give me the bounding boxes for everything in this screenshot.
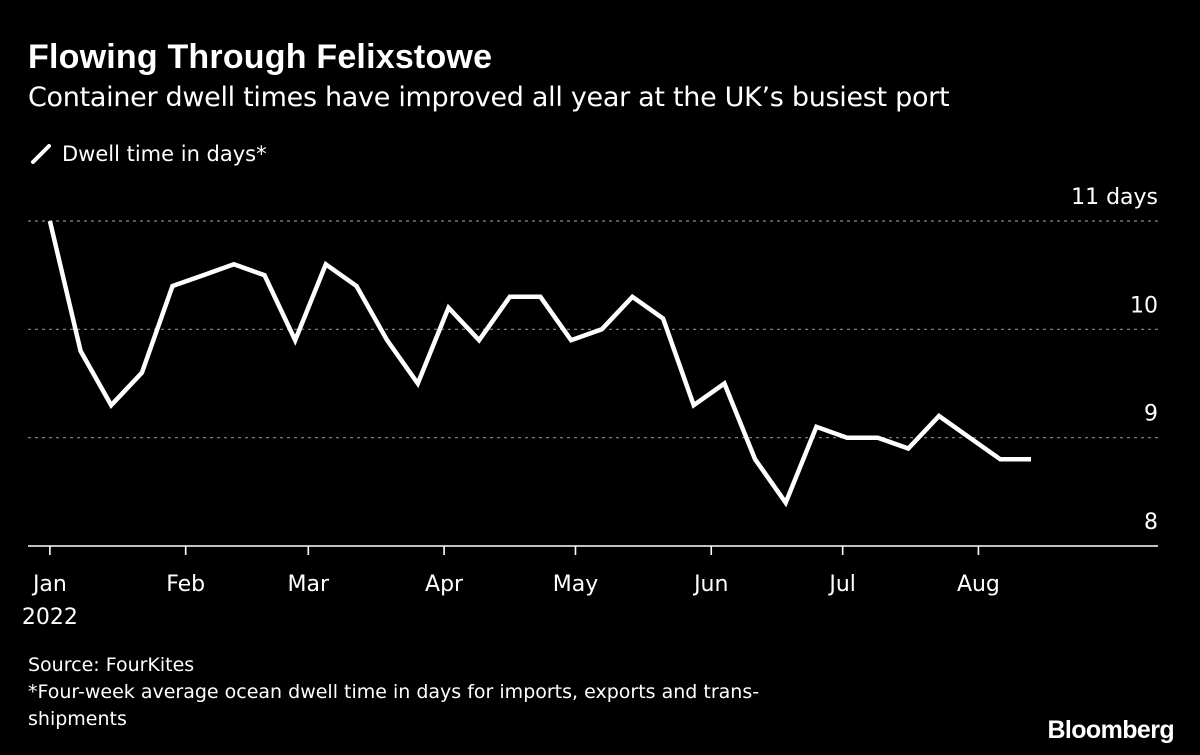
x-tick-label-jan: Jan bbox=[31, 572, 67, 597]
x-tick-label-jun: Jun bbox=[692, 572, 728, 597]
y-tick-label-9: 9 bbox=[1144, 402, 1158, 427]
line-swatch-icon bbox=[31, 144, 51, 164]
legend: Dwell time in days* bbox=[30, 142, 267, 166]
x-tick-label-apr: Apr bbox=[425, 572, 464, 597]
chart-footer: Source: FourKites *Four-week average oce… bbox=[28, 652, 759, 733]
x-tick-label-jul: Jul bbox=[827, 572, 856, 597]
source-note: Source: FourKites bbox=[28, 654, 195, 676]
x-tick-label-mar: Mar bbox=[288, 572, 330, 597]
x-tick-label-may: May bbox=[553, 572, 598, 597]
y-tick-label-8: 8 bbox=[1144, 510, 1158, 535]
x-tick-sublabel-year: 2022 bbox=[22, 605, 78, 630]
y-tick-label-10: 10 bbox=[1130, 293, 1158, 318]
y-tick-label-11: 11 days bbox=[1071, 185, 1158, 210]
chart-subtitle: Container dwell times have improved all … bbox=[28, 82, 950, 113]
footnote-line-1: *Four-week average ocean dwell time in d… bbox=[28, 681, 760, 703]
chart-title: Flowing Through Felixstowe bbox=[28, 38, 493, 76]
bloomberg-logo: Bloomberg bbox=[1047, 716, 1174, 744]
line-chart: 11 days 10 9 8 Jan 2022 Feb Mar Apr May Jun Jul Aug bbox=[22, 185, 1158, 630]
series-line-dwell-time bbox=[47, 220, 1031, 508]
footnote-line-2: shipments bbox=[28, 708, 127, 730]
x-tick-label-feb: Feb bbox=[166, 572, 205, 597]
legend-label: Dwell time in days* bbox=[62, 142, 267, 166]
x-tick-label-aug: Aug bbox=[957, 572, 1000, 597]
